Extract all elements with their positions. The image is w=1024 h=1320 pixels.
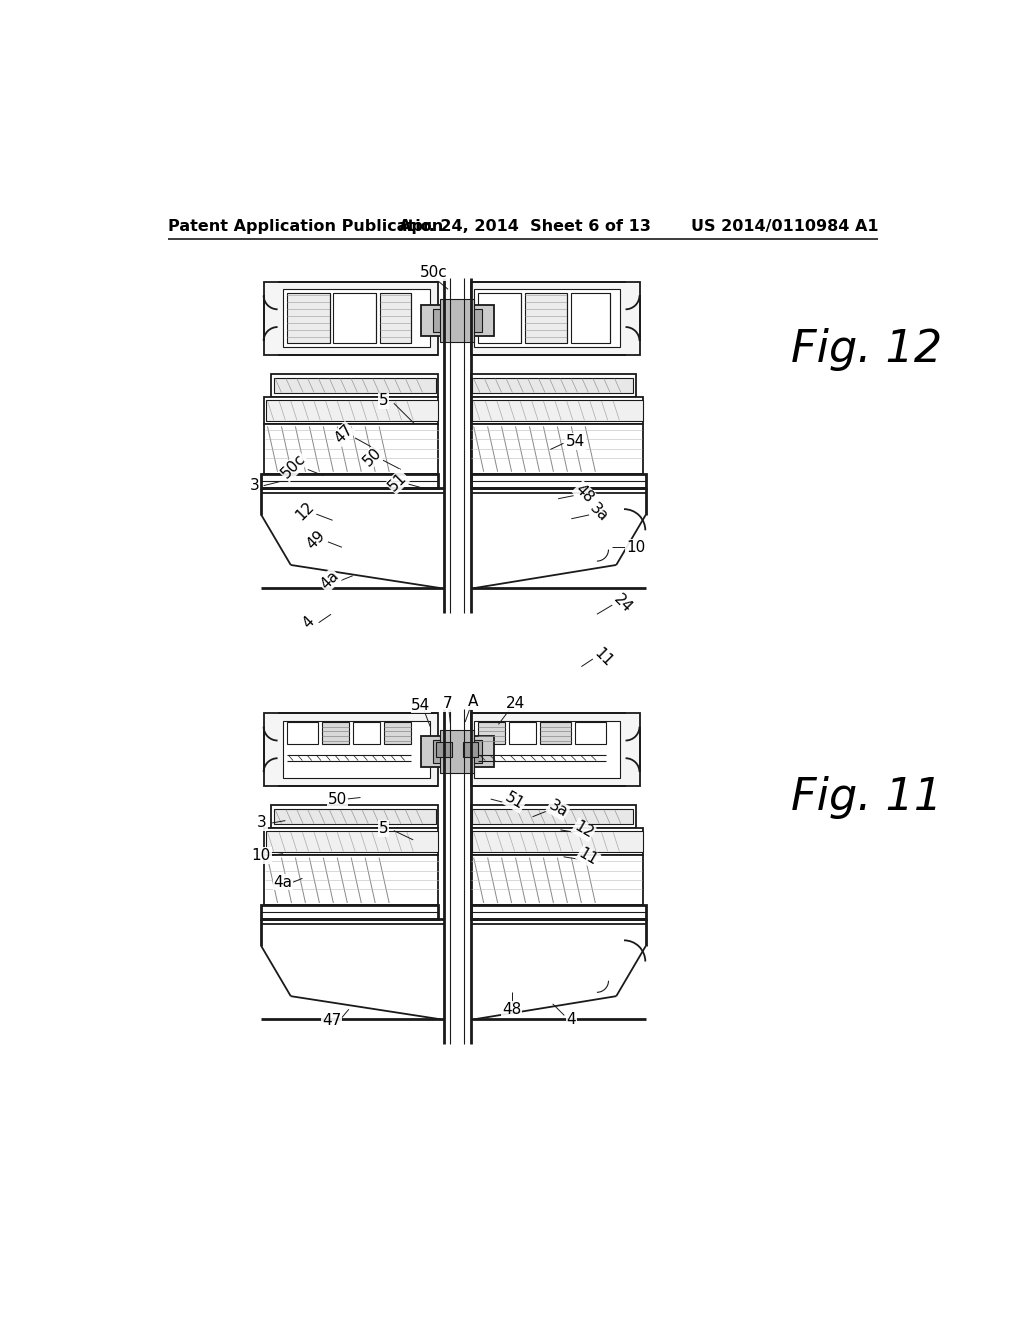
Text: A: A <box>468 694 478 709</box>
Text: 24: 24 <box>610 591 635 615</box>
Bar <box>334 293 376 343</box>
Text: 4: 4 <box>300 614 317 631</box>
Bar <box>471 374 636 397</box>
Text: Fig. 12: Fig. 12 <box>791 327 942 371</box>
Bar <box>472 832 643 853</box>
Bar <box>432 309 444 331</box>
Bar <box>352 722 380 743</box>
Text: 47: 47 <box>332 422 355 446</box>
Text: 11: 11 <box>577 846 600 869</box>
Bar <box>471 309 482 331</box>
Bar <box>471 906 646 919</box>
Bar <box>283 721 430 779</box>
Bar <box>575 722 606 743</box>
Text: Fig. 11: Fig. 11 <box>791 776 942 818</box>
Bar <box>472 400 643 421</box>
Bar <box>571 293 610 343</box>
Text: US 2014/0110984 A1: US 2014/0110984 A1 <box>691 219 879 235</box>
Bar <box>472 809 633 825</box>
Bar <box>509 722 537 743</box>
Text: Patent Application Publication: Patent Application Publication <box>168 219 443 235</box>
Bar <box>384 722 411 743</box>
Bar <box>474 289 621 347</box>
Bar <box>283 289 430 347</box>
Text: 4: 4 <box>566 1011 577 1027</box>
Text: 5: 5 <box>379 393 388 408</box>
Text: 51: 51 <box>503 791 526 813</box>
Text: 11: 11 <box>591 645 615 669</box>
Bar <box>472 378 633 393</box>
Text: 12: 12 <box>571 818 596 841</box>
Text: 12: 12 <box>293 499 316 523</box>
Bar <box>421 305 444 335</box>
Text: 24: 24 <box>506 696 525 711</box>
Bar <box>263 855 438 906</box>
Bar <box>263 713 438 785</box>
Bar <box>263 829 438 855</box>
Bar <box>273 378 436 393</box>
Bar <box>471 739 482 763</box>
Text: 3a: 3a <box>546 797 570 820</box>
Text: 50: 50 <box>328 792 347 807</box>
Text: 50c: 50c <box>279 451 309 482</box>
Text: 51: 51 <box>386 470 410 494</box>
Bar <box>380 293 411 343</box>
Bar <box>440 298 474 342</box>
Text: 50: 50 <box>360 445 384 470</box>
Text: 4a: 4a <box>273 875 293 890</box>
Bar <box>287 722 317 743</box>
Text: 48: 48 <box>572 482 597 506</box>
Bar <box>471 474 646 488</box>
Bar <box>421 737 444 767</box>
Text: 4a: 4a <box>317 569 342 593</box>
Text: 49: 49 <box>304 528 329 552</box>
Bar <box>287 293 330 343</box>
Text: 47: 47 <box>323 1014 341 1028</box>
Text: 54: 54 <box>565 434 585 449</box>
Text: 10: 10 <box>626 540 645 554</box>
Bar <box>463 742 478 758</box>
Bar <box>471 737 494 767</box>
Text: 10: 10 <box>252 847 271 863</box>
Bar <box>474 721 621 779</box>
Bar <box>471 855 643 906</box>
Bar <box>471 397 643 424</box>
Bar <box>541 722 571 743</box>
Bar <box>271 805 438 829</box>
Bar <box>440 730 474 774</box>
Text: Apr. 24, 2014  Sheet 6 of 13: Apr. 24, 2014 Sheet 6 of 13 <box>399 219 650 235</box>
Bar <box>471 805 636 829</box>
Bar <box>471 424 643 474</box>
Bar <box>266 400 438 421</box>
Bar <box>432 739 444 763</box>
Bar <box>478 293 521 343</box>
Bar <box>266 832 438 853</box>
Text: 5: 5 <box>379 821 388 836</box>
Text: 50c: 50c <box>420 265 449 280</box>
Bar <box>263 281 438 355</box>
Bar <box>524 293 567 343</box>
Bar <box>471 829 643 855</box>
Bar <box>271 374 438 397</box>
Text: 7: 7 <box>442 696 453 711</box>
Bar <box>273 809 436 825</box>
Bar <box>471 713 640 785</box>
Bar <box>261 906 438 919</box>
Text: 48: 48 <box>502 1002 521 1016</box>
Bar <box>322 722 349 743</box>
Bar <box>471 305 494 335</box>
Bar <box>436 742 452 758</box>
Bar <box>478 722 506 743</box>
Bar <box>471 281 640 355</box>
Bar <box>263 397 438 424</box>
Text: 3: 3 <box>257 816 267 830</box>
Text: 3a: 3a <box>587 500 611 524</box>
Text: 3: 3 <box>250 478 259 494</box>
Text: 54: 54 <box>412 697 430 713</box>
Bar <box>263 424 438 474</box>
Bar <box>261 474 438 488</box>
